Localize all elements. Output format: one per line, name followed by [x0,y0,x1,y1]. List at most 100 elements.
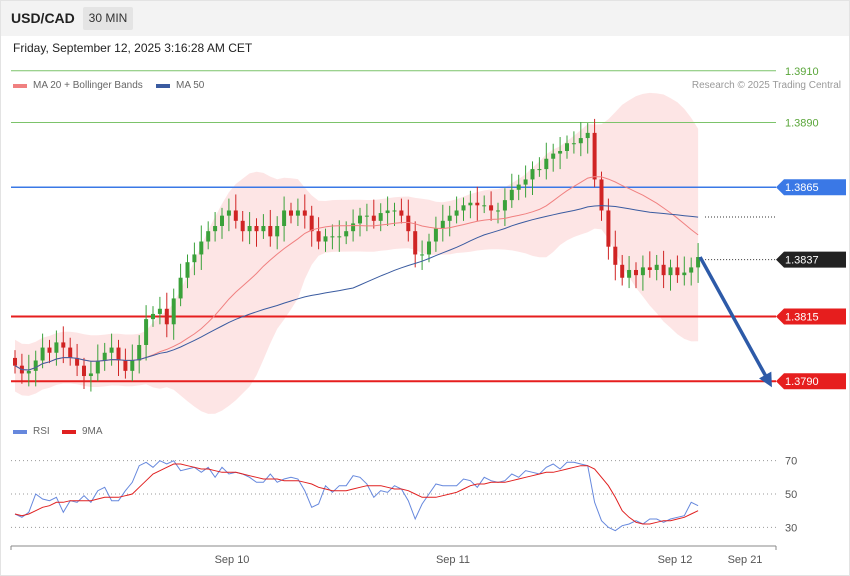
rsi-level-label-50: 50 [785,489,797,501]
candle-body [344,231,349,237]
candle-body [420,254,425,256]
candle-body [433,228,438,242]
x-tick-label-2: Sep 12 [658,554,693,566]
candle-body [268,226,273,237]
level-tag-5 [776,373,846,390]
timeframe-badge[interactable]: 30 MIN [83,7,133,30]
candle-body [358,215,362,224]
projection-arrow-line [698,256,772,385]
projection-arrow-head [759,371,772,388]
candle-body [537,169,542,171]
candle-body [475,202,480,206]
candle-body [289,210,293,216]
candle-body [130,360,135,371]
candle-body [530,169,535,180]
ma50-swatch [156,83,170,88]
candle-body [233,210,238,221]
x-tick-label-1: Sep 11 [436,554,470,566]
candle-body [164,308,169,325]
candle-body [151,313,155,320]
candle-body [102,352,107,361]
ma20-label: MA 20 + Bollinger Bands [33,80,143,91]
legend-ma50: MA 50 [156,80,204,91]
candle-body [689,267,694,273]
credit-label: Research © 2025 Trading Central [691,80,841,91]
candle-body [54,342,59,353]
candle-body [489,205,494,211]
rsi-line [14,460,699,532]
candle-body [482,205,487,207]
candle-body [509,189,514,201]
candle-body [558,150,563,154]
candle-body [323,236,328,242]
candle-body [440,220,445,229]
candle-body [571,143,576,145]
candle-body [668,267,673,276]
symbol-title: USD/CAD [11,10,75,26]
candle-body [309,215,314,232]
candle-body [447,215,452,221]
candle-body [565,143,569,151]
candle-body [40,347,45,361]
candle-body [157,308,162,314]
candle-body [88,373,93,377]
candle-body [61,342,66,348]
candle-body [413,231,418,255]
x-tick-label-0: Sep 10 [215,554,250,566]
candle-body [634,269,638,276]
candle-body [551,153,556,159]
header-bar [1,1,849,36]
candle-body [502,200,507,211]
candle-body [378,213,383,221]
candle-body [337,236,342,238]
level-tag-3 [776,251,846,268]
ma50-line [14,205,699,371]
candle-body [75,357,80,366]
candle-body [192,254,197,263]
candle-body [654,264,659,270]
candle-body [185,262,190,278]
candle-body [627,269,632,278]
candle-body [82,365,86,377]
rsi-level-label-30: 30 [785,522,797,534]
candle-body [47,347,52,353]
ma50-label: MA 50 [176,80,205,91]
candle-body [254,226,259,232]
candle-body [13,357,17,366]
candle-body [592,132,597,180]
level-tag-4 [776,308,846,325]
candle-body [199,241,204,255]
ma9-swatch [62,429,76,434]
candle-body [392,210,397,212]
candle-body [171,298,176,325]
candle-body [516,184,521,190]
candle-body [116,347,121,361]
candle-body [226,210,231,216]
candle-body [178,277,183,299]
candle-body [109,347,114,353]
candle-body [33,360,38,371]
candle-body [364,215,369,217]
candle-body [261,226,266,232]
candle-body [682,272,687,276]
candle-body [599,179,604,211]
candle-body [578,138,583,144]
candle-body [351,223,356,232]
candle-body [427,241,431,255]
candle-body [661,264,666,276]
ma9-label: 9MA [82,426,103,437]
rsi-swatch [13,429,27,434]
level-label-2: 1.3865 [785,182,819,194]
level-label-3: 1.3837 [785,255,819,267]
candle-body [137,344,142,361]
candle-body [247,226,252,232]
candle-body [240,220,245,232]
candle-body [206,231,211,242]
candle-body [26,370,31,374]
candle-body [675,267,680,276]
candle-body [606,210,611,247]
level-label-5: 1.3790 [785,376,819,388]
candle-body [620,264,625,278]
candle-body [330,236,335,238]
candle-body [468,202,473,206]
